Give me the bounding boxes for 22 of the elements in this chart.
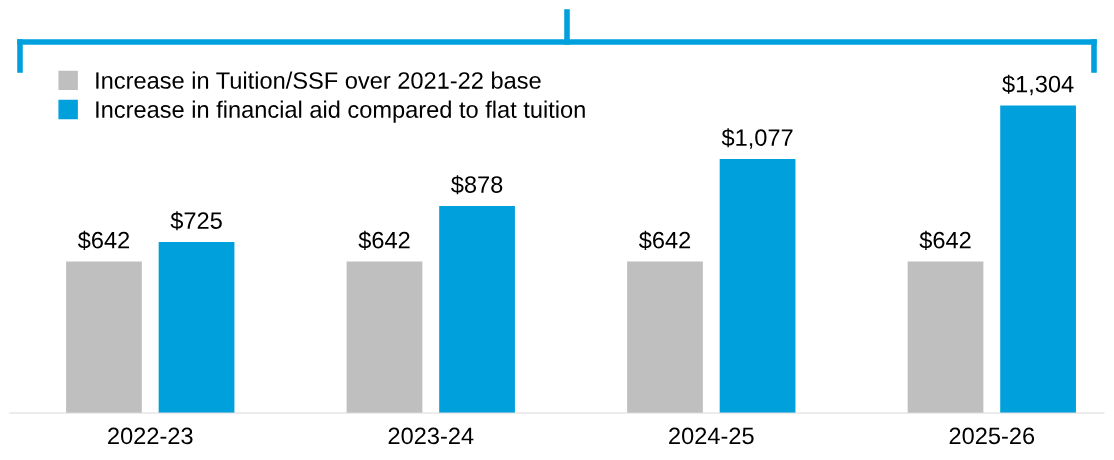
data-label: $642 <box>638 230 691 250</box>
data-label: $725 <box>170 211 222 231</box>
bar <box>158 241 235 413</box>
bar <box>66 261 142 413</box>
legend-label: Increase in Tuition/SSF over 2021-22 base <box>96 71 541 89</box>
data-label: $1,077 <box>721 128 793 149</box>
bar <box>627 261 703 413</box>
bar <box>346 261 423 413</box>
x-tick-label: 2023-24 <box>388 427 474 445</box>
data-label: $1,304 <box>1002 74 1074 96</box>
x-tick-label: 2025-26 <box>949 427 1035 445</box>
bar <box>907 261 984 413</box>
data-label: $878 <box>451 175 503 195</box>
x-tick-label: 2022-23 <box>108 427 193 445</box>
data-label: $642 <box>919 230 971 250</box>
bar <box>439 205 515 413</box>
legend-label: Increase in financial aid compared to flat tuition <box>96 100 585 123</box>
data-label: $642 <box>358 230 410 250</box>
x-tick-label: 2024-25 <box>669 427 754 445</box>
bar <box>1000 105 1076 413</box>
bar <box>719 158 796 413</box>
data-label: $642 <box>77 230 130 250</box>
